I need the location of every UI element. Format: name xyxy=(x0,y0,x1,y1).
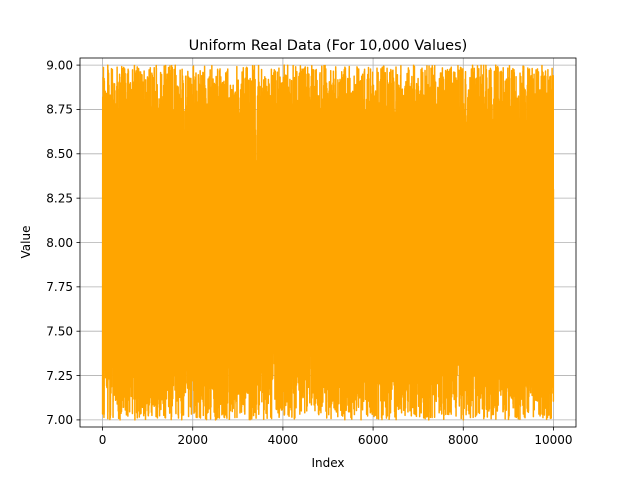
chart-text: Uniform Real Data (For 10,000 Values) In… xyxy=(19,38,467,470)
y-tick-label: 7.50 xyxy=(46,325,73,339)
y-tick-label: 7.25 xyxy=(46,369,73,383)
x-tick-label: 0 xyxy=(99,433,107,447)
x-tick-label: 6000 xyxy=(358,433,389,447)
y-tick-label: 8.50 xyxy=(46,147,73,161)
y-tick-label: 9.00 xyxy=(46,58,73,72)
chart-title: Uniform Real Data (For 10,000 Values) xyxy=(189,38,468,54)
y-tick-label: 7.75 xyxy=(46,280,73,294)
data-series-line xyxy=(101,64,555,421)
y-tick-label: 8.25 xyxy=(46,191,73,205)
x-axis-label: Index xyxy=(311,456,344,470)
y-tick-label: 7.00 xyxy=(46,413,73,427)
y-tick-label: 8.75 xyxy=(46,103,73,117)
axes: 0 2000 4000 6000 8000 10000 7.00 7.25 7.50 7.75 8.… xyxy=(46,57,577,447)
x-tick-label: 2000 xyxy=(177,433,208,447)
y-tick-label: 8.00 xyxy=(46,236,73,250)
x-tick-label: 4000 xyxy=(268,433,299,447)
series-area xyxy=(101,64,555,421)
x-tick-label: 10000 xyxy=(534,433,572,447)
x-tick-label: 8000 xyxy=(448,433,479,447)
y-axis-label: Value xyxy=(19,226,33,259)
